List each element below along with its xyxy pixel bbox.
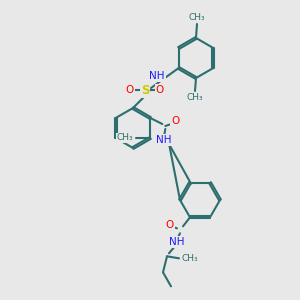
Text: NH: NH [169, 237, 185, 247]
Text: NH: NH [156, 135, 171, 145]
Text: CH₃: CH₃ [182, 254, 199, 263]
Text: O: O [126, 85, 134, 95]
Text: O: O [166, 220, 174, 230]
Text: S: S [141, 83, 149, 97]
Text: CH₃: CH₃ [117, 134, 133, 142]
Text: NH: NH [149, 71, 165, 81]
Text: O: O [156, 85, 164, 95]
Text: CH₃: CH₃ [189, 13, 205, 22]
Text: O: O [171, 116, 179, 126]
Text: CH₃: CH₃ [187, 93, 203, 102]
